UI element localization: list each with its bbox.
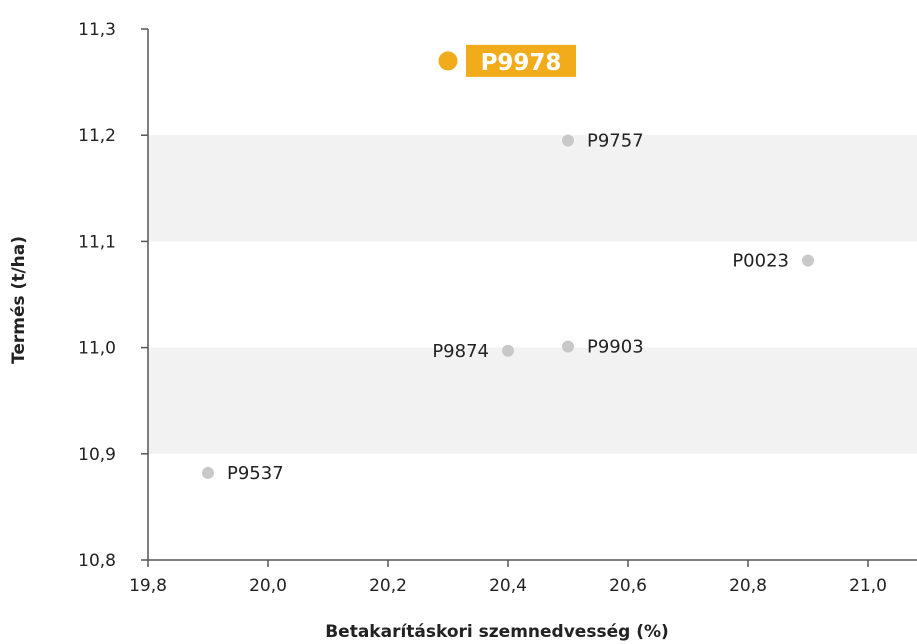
x-tick-label: 21,0 [849,576,887,596]
data-label: P9903 [587,337,644,358]
y-tick-label: 11,2 [78,126,116,146]
data-label: P9874 [432,341,489,362]
data-label: P9757 [587,131,644,152]
data-point-highlight [435,48,461,74]
background-band [148,347,917,454]
data-point [502,344,514,357]
y-tick-label: 10,8 [78,551,116,571]
background-bands [148,135,917,454]
y-tick-label: 11,0 [78,339,116,359]
y-tick-label: 11,3 [78,20,116,40]
data-points: P9978 P9757 P0023 P9874 P9903 P9537 [202,44,814,484]
x-tick-label: 20,8 [729,576,767,596]
y-tick-label: 11,1 [78,232,116,252]
x-tick-label: 20,2 [369,576,407,596]
data-point [202,466,214,479]
data-point [562,134,574,147]
background-band [148,135,917,242]
x-tick-label: 20,6 [609,576,647,596]
data-label: P9537 [227,463,284,484]
y-axis-title: Termés (t/ha) [9,236,29,364]
x-tick-label: 19,8 [129,576,167,596]
axes [147,29,917,561]
data-label-background [466,44,576,77]
data-label: P9978 [481,50,562,76]
data-point [562,340,574,353]
y-tick-label: 10,9 [78,445,116,465]
tick-labels: 10,8 10,9 11,0 11,1 11,2 11,3 19,8 20,0 20,2 20,4… [78,20,887,596]
data-label: P0023 [732,251,789,272]
data-point [802,254,814,267]
x-axis-title: Betakarításkori szemnedvesség (%) [325,622,669,642]
x-tick-label: 20,4 [489,576,527,596]
x-tick-label: 20,0 [249,576,287,596]
